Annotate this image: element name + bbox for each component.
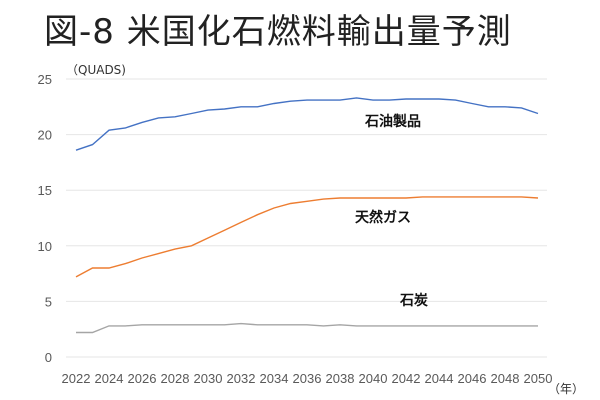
x-tick-label: 2032 <box>227 371 256 386</box>
y-axis-unit: （QUADS) <box>66 63 126 77</box>
series-line-gas <box>75 196 539 278</box>
chart-title: 図-8 米国化石燃料輸出量予測 <box>44 12 512 52</box>
x-tick-label: 2038 <box>326 371 355 386</box>
x-tick-label: 2048 <box>491 371 520 386</box>
series-line-coal <box>76 322 538 334</box>
series-label-coal: 石炭 <box>399 292 428 309</box>
y-tick-label: 5 <box>45 294 52 309</box>
series-label-gas: 天然ガス <box>355 209 411 226</box>
x-tick-label: 2024 <box>95 371 124 386</box>
x-tick-label: 2050 <box>524 371 553 386</box>
series-label-oil: 石油製品 <box>364 113 421 130</box>
x-tick-label: 2022 <box>62 371 91 386</box>
x-tick-label: 2042 <box>392 371 421 386</box>
y-tick-label: 10 <box>38 239 52 254</box>
x-tick-label: 2026 <box>128 371 157 386</box>
x-tick-label: 2036 <box>293 371 322 386</box>
x-tick-label: 2030 <box>194 371 223 386</box>
y-tick-label: 15 <box>38 183 52 198</box>
x-tick-label: 2046 <box>458 371 487 386</box>
y-tick-label: 20 <box>38 128 52 143</box>
x-tick-label: 2040 <box>359 371 388 386</box>
x-tick-label: 2034 <box>260 371 289 386</box>
x-tick-label: 2028 <box>161 371 190 386</box>
series-line-oil <box>75 97 539 151</box>
x-tick-label: 2044 <box>425 371 454 386</box>
y-tick-label: 25 <box>38 72 52 87</box>
x-axis-unit: （年） <box>548 382 584 396</box>
y-tick-label: 0 <box>45 350 52 365</box>
